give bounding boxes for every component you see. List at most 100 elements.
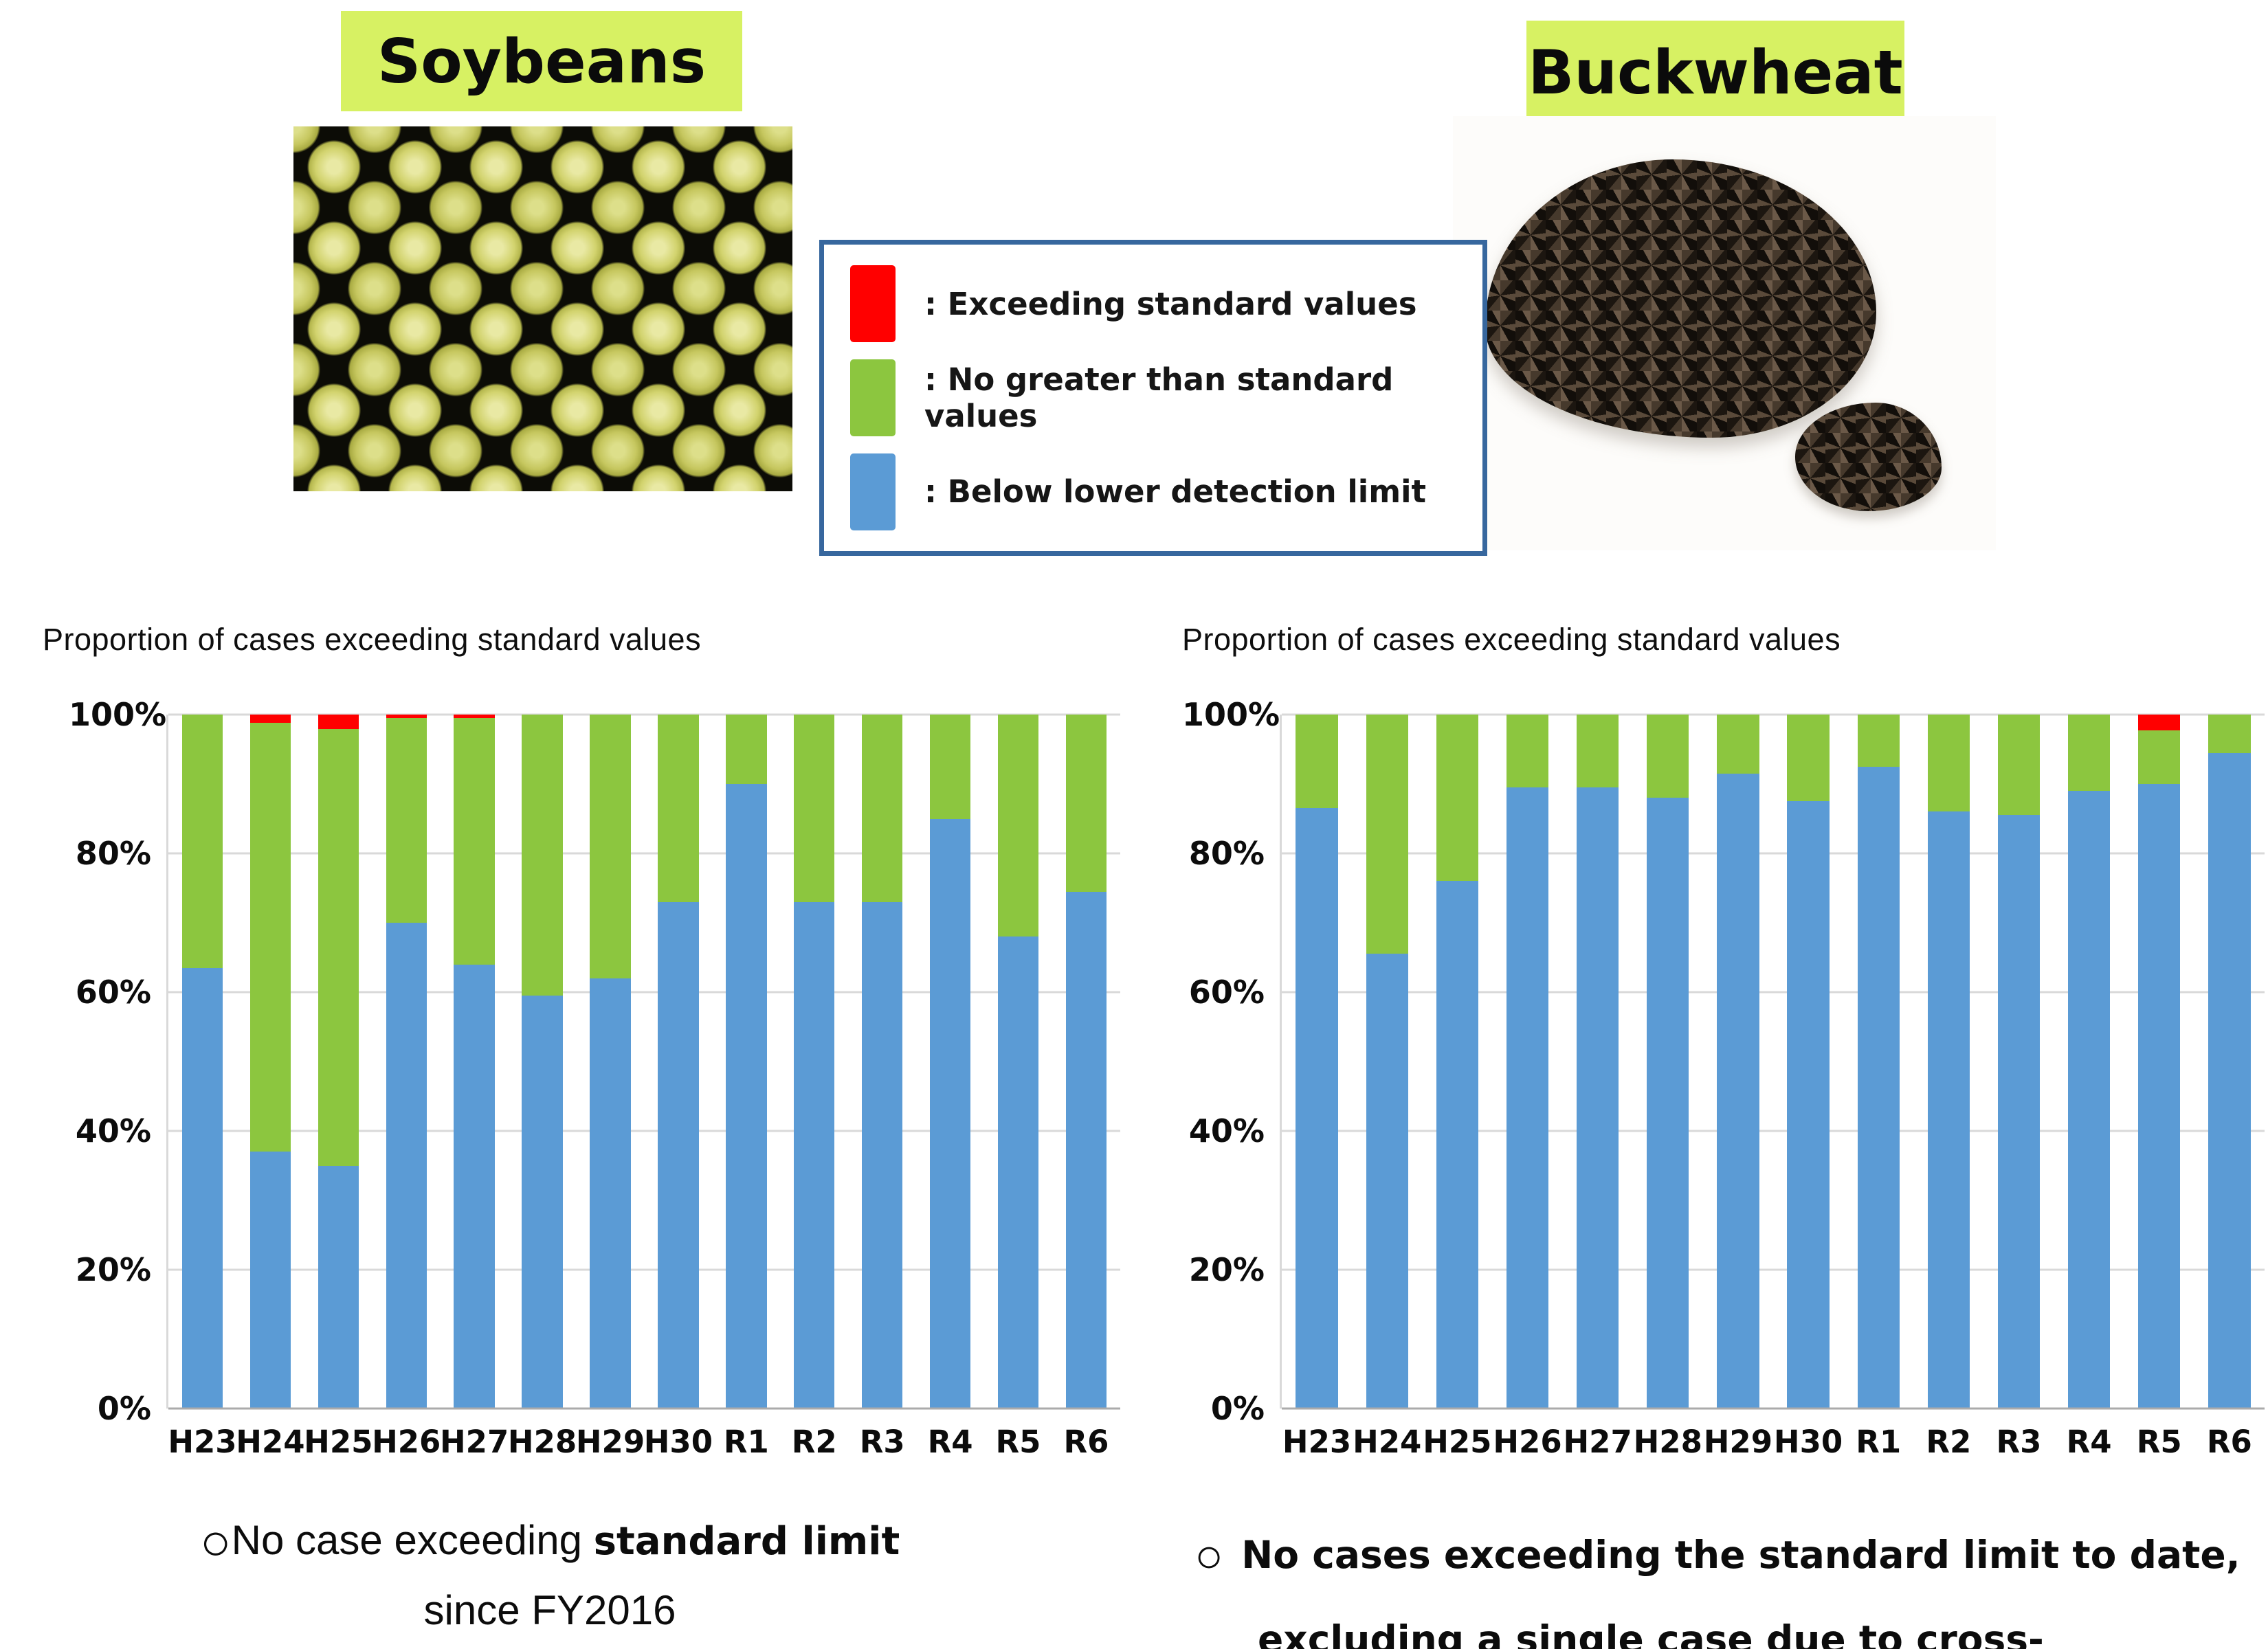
bar-segment xyxy=(318,729,359,1166)
y-tick-label: 20% xyxy=(75,1251,151,1288)
bar-segment xyxy=(1436,881,1478,1409)
category-slot: H26 xyxy=(1492,715,1562,1460)
x-tick-label: R3 xyxy=(1996,1424,2042,1460)
bar-segment xyxy=(1366,954,1408,1409)
x-axis-line xyxy=(1282,1407,2265,1410)
x-tick-label: H28 xyxy=(507,1424,577,1460)
category-slot: H27 xyxy=(440,715,509,1460)
note-line1: ○ No cases exceeding the standard limit t… xyxy=(1194,1509,2268,1603)
x-tick-label: R5 xyxy=(995,1424,1041,1460)
bar-segment xyxy=(522,715,563,996)
bar-segment xyxy=(1857,766,1900,1409)
bar-segment xyxy=(1576,715,1619,788)
green-swatch-icon xyxy=(850,359,896,436)
x-tick-label: R2 xyxy=(1926,1424,1972,1460)
bar-segment xyxy=(1717,715,1759,774)
bar-segment xyxy=(1436,715,1478,882)
gridline xyxy=(1282,991,2265,994)
note-text: No case exceeding xyxy=(231,1517,594,1563)
bar-segment xyxy=(1647,715,1689,798)
category-slot: R5 xyxy=(2124,715,2194,1460)
bar-segment xyxy=(454,715,495,719)
x-tick-label: R3 xyxy=(859,1424,905,1460)
bar-segment xyxy=(997,936,1039,1409)
bar-segment xyxy=(590,715,631,978)
category-slot: H23 xyxy=(1282,715,1352,1460)
category-slot: R2 xyxy=(1913,715,1983,1460)
legend-row-exceeding: : Exceeding standard values xyxy=(850,265,1482,343)
bar-segment xyxy=(726,784,767,1409)
y-tick-label: 100% xyxy=(1182,696,1280,733)
bar-H30 xyxy=(1787,715,1830,1409)
bar-segment xyxy=(181,967,223,1409)
bar-R5 xyxy=(2138,715,2181,1409)
gridline xyxy=(168,852,1120,855)
bar-segment xyxy=(997,715,1039,937)
soybeans-photo xyxy=(293,126,792,491)
bar-segment xyxy=(2067,791,2111,1409)
bar-segment xyxy=(1065,715,1107,892)
bar-segment xyxy=(862,901,903,1409)
x-tick-label: H27 xyxy=(440,1424,509,1460)
x-tick-label: H25 xyxy=(1423,1424,1492,1460)
legend-label: : No greater than standard values xyxy=(924,361,1394,434)
bar-segment xyxy=(726,715,767,784)
bar-segment xyxy=(1296,715,1338,809)
bar-segment xyxy=(1787,801,1830,1409)
category-slot: R2 xyxy=(780,715,848,1460)
category-slot: H23 xyxy=(168,715,237,1460)
note-line2: excluding a single case due to cross-con… xyxy=(1258,1617,2044,1649)
y-tick-label: 20% xyxy=(1188,1251,1265,1288)
category-slot: H25 xyxy=(1422,715,1492,1460)
category-slot: H25 xyxy=(304,715,373,1460)
category-slot: H29 xyxy=(576,715,645,1460)
blue-swatch-icon xyxy=(850,453,896,530)
bar-segment xyxy=(1647,798,1689,1409)
bar-R5 xyxy=(997,715,1039,1409)
bar-H29 xyxy=(1717,715,1759,1409)
x-tick-label: H26 xyxy=(372,1424,441,1460)
gridline xyxy=(168,713,1120,716)
x-tick-label: H23 xyxy=(168,1424,237,1460)
gridline xyxy=(1282,1130,2265,1132)
category-slot: H30 xyxy=(644,715,713,1460)
bar-segment xyxy=(1366,715,1408,954)
soybeans-chart-subtitle: Proportion of cases exceeding standard v… xyxy=(43,622,702,657)
x-tick-label: H29 xyxy=(575,1424,645,1460)
y-tick-label: 60% xyxy=(1188,974,1265,1011)
y-tick-label: 0% xyxy=(97,1390,151,1427)
y-tick-label: 60% xyxy=(75,974,151,1011)
note-line2: since FY2016 xyxy=(423,1587,676,1634)
gridline xyxy=(1282,852,2265,855)
bar-segment xyxy=(318,715,359,730)
bar-segment xyxy=(249,1152,291,1409)
bar-R4 xyxy=(929,715,971,1409)
legend-row-no-greater: : No greater than standard values xyxy=(850,359,1482,436)
category-slot: R1 xyxy=(1843,715,1913,1460)
category-slot: H29 xyxy=(1703,715,1773,1460)
x-tick-label: H27 xyxy=(1563,1424,1632,1460)
gridline xyxy=(168,991,1120,994)
bar-segment xyxy=(794,901,835,1409)
bar-R1 xyxy=(726,715,767,1409)
bar-segment xyxy=(522,996,563,1409)
bar-segment xyxy=(658,901,699,1409)
bar-segment xyxy=(249,723,291,1152)
bar-segment xyxy=(2138,730,2181,784)
bar-segment xyxy=(1997,815,2041,1409)
x-tick-label: R6 xyxy=(2206,1424,2252,1460)
buckwheat-pile-small xyxy=(1794,403,1942,512)
x-tick-label: H29 xyxy=(1703,1424,1773,1460)
bar-segment xyxy=(1506,715,1549,788)
category-slot: R3 xyxy=(1983,715,2054,1460)
x-tick-label: H30 xyxy=(1773,1424,1843,1460)
bar-H24 xyxy=(1366,715,1408,1409)
bar-H23 xyxy=(181,715,223,1409)
bar-segment xyxy=(1927,715,1970,812)
bar-R3 xyxy=(1997,715,2041,1409)
bar-R1 xyxy=(1857,715,1900,1409)
category-slot: H28 xyxy=(1633,715,1703,1460)
bar-segment xyxy=(2067,715,2111,792)
buckwheat-note: ○ No cases exceeding the standard limit t… xyxy=(1194,1509,2268,1649)
